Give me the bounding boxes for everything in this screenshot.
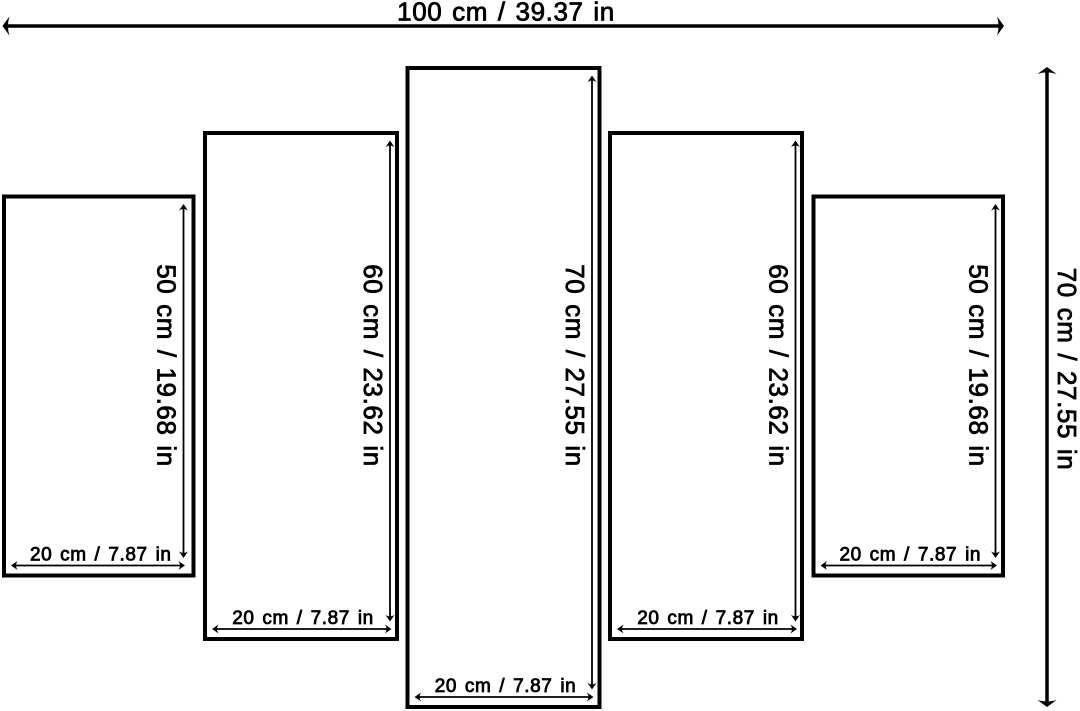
svg-text:60 cm / 23.62 in: 60 cm / 23.62 in (764, 264, 794, 467)
svg-text:20 cm / 7.87 in: 20 cm / 7.87 in (435, 676, 577, 697)
svg-text:50 cm / 19.68 in: 50 cm / 19.68 in (964, 264, 994, 467)
svg-text:20 cm / 7.87 in: 20 cm / 7.87 in (637, 608, 779, 629)
svg-text:70 cm / 27.55 in: 70 cm / 27.55 in (560, 264, 590, 467)
svg-text:20 cm / 7.87 in: 20 cm / 7.87 in (232, 608, 374, 629)
svg-text:100 cm / 39.37 in: 100 cm / 39.37 in (397, 0, 615, 27)
svg-text:50 cm / 19.68 in: 50 cm / 19.68 in (152, 264, 182, 467)
svg-text:20 cm / 7.87 in: 20 cm / 7.87 in (839, 545, 981, 566)
svg-text:20 cm / 7.87 in: 20 cm / 7.87 in (30, 545, 172, 566)
svg-text:70 cm / 27.55 in: 70 cm / 27.55 in (1052, 268, 1080, 471)
svg-text:60 cm / 23.62 in: 60 cm / 23.62 in (358, 264, 388, 467)
